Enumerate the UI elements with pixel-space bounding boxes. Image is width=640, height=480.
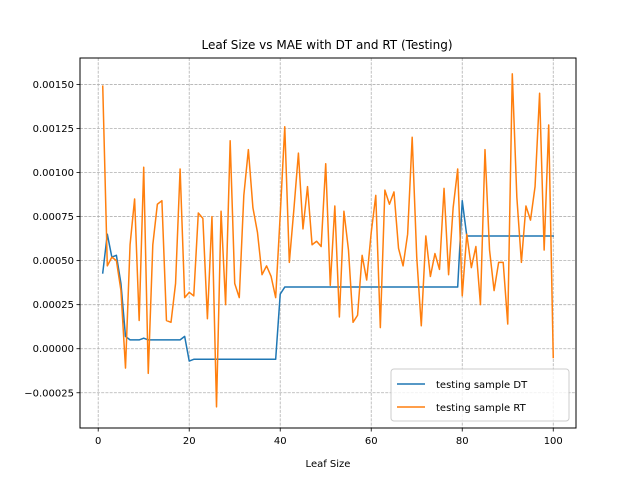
y-axis-ticks: −0.00025 0.00000 0.00025 0.00050 0.00075 0.00… [24,80,80,399]
y-tick-label: 0.00100 [33,168,74,179]
plot-frame [79,57,577,429]
y-tick-label: 0.00025 [33,300,74,311]
series-line-rt [101,73,555,408]
y-tick-label: 0.00075 [33,212,74,223]
y-tick-label: 0.00050 [33,256,74,267]
y-tick-label: 0.00150 [33,80,74,91]
legend-entry-label: testing sample DT [436,380,528,391]
x-tick-label: 60 [365,436,378,447]
x-tick-label: 100 [544,436,563,447]
x-tick-label: 20 [183,436,196,447]
legend-box [390,368,570,422]
legend-entry-label: testing sample RT [436,403,527,414]
x-tick-label: 40 [274,436,287,447]
y-tick-label: 0.00000 [33,344,74,355]
y-tick-label: 0.00125 [33,124,74,135]
y-tick-label: −0.00025 [24,388,74,399]
x-tick-label: 80 [456,436,469,447]
series-lines [101,73,555,408]
x-tick-label: 0 [95,436,101,447]
legend: testing sample DT testing sample RT [390,368,570,422]
chart-title: Leaf Size vs MAE with DT and RT (Testing… [201,38,452,52]
x-axis-label: Leaf Size [306,459,351,470]
x-axis-ticks: 0 20 40 60 80 100 [95,428,563,447]
series-line-dt [101,199,554,362]
